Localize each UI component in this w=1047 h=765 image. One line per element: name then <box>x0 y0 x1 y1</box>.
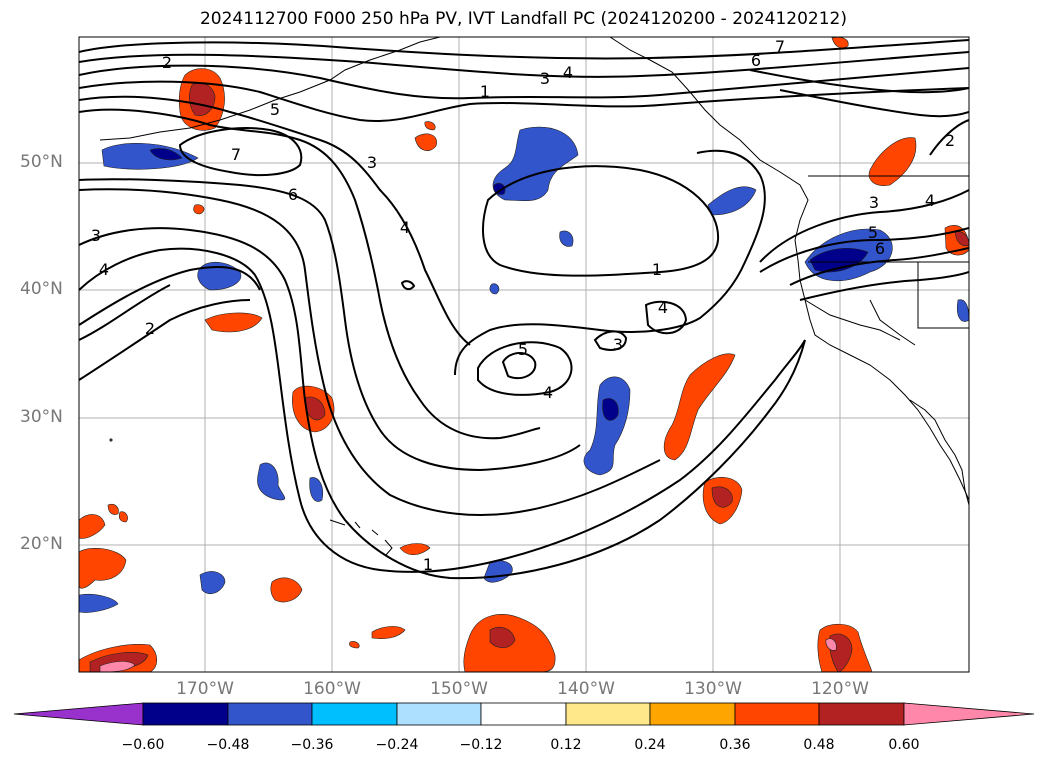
map-frame <box>78 36 970 673</box>
positive-region <box>414 133 437 151</box>
coastlines <box>99 37 969 556</box>
contour-label: 1 <box>423 555 433 574</box>
positive-region <box>825 638 837 651</box>
positive-region <box>954 231 969 247</box>
contour-label: 3 <box>540 69 550 88</box>
contour-label: 5 <box>868 223 878 242</box>
negative-region <box>602 398 619 421</box>
negative-region <box>493 182 506 195</box>
positive-region <box>371 626 406 640</box>
colorbar-segment <box>649 702 736 726</box>
positive-region <box>107 503 119 515</box>
positive-region <box>831 37 849 49</box>
positive-region <box>79 514 106 539</box>
positive-region <box>424 121 436 131</box>
positive-region <box>711 486 733 508</box>
contour-label: 1 <box>480 82 490 101</box>
colorbar-tick: −0.12 <box>459 737 503 753</box>
colorbar-extend-high <box>903 702 1035 726</box>
colorbar-segment <box>227 702 313 726</box>
negative-region <box>257 462 286 501</box>
contour-label: 2 <box>162 53 172 72</box>
negative-region <box>79 593 119 613</box>
contour-label: 2 <box>145 319 155 338</box>
lat-label-40n: 40°N <box>20 279 63 299</box>
colorbar-tick: 0.12 <box>550 737 582 753</box>
contour-label: 3 <box>613 335 623 354</box>
colorbar-segment <box>396 702 482 726</box>
negative-region <box>492 126 579 202</box>
colorbar-segment <box>818 702 905 726</box>
contour-label: 4 <box>543 383 553 402</box>
negative-region <box>559 230 574 247</box>
colorbar-tick: −0.24 <box>375 737 419 753</box>
colorbar-tick: 0.48 <box>803 737 835 753</box>
contour-label: 4 <box>400 218 410 237</box>
colorbar-segment <box>480 702 567 726</box>
positive-region <box>868 137 917 186</box>
map-title: 2024112700 F000 250 hPa PV, IVT Landfall… <box>199 9 847 29</box>
negative-region <box>707 186 757 216</box>
lon-label-130w: 130°W <box>684 679 742 699</box>
contour-label: 6 <box>875 239 885 258</box>
colorbar-tick: −0.36 <box>290 737 334 753</box>
contour-label: 3 <box>367 153 377 172</box>
colorbar-tick: 0.60 <box>888 737 920 753</box>
gridlines <box>79 37 969 672</box>
positive-region <box>663 353 736 461</box>
colorbar-segment <box>311 702 398 726</box>
lon-label-170w: 170°W <box>176 679 234 699</box>
positive-region <box>79 547 127 589</box>
negative-region <box>489 283 500 295</box>
positive-region <box>349 641 360 649</box>
colorbar-tick: 0.24 <box>634 737 666 753</box>
contour-label: 6 <box>288 185 298 204</box>
contour-label: 4 <box>563 63 573 82</box>
negative-region <box>149 148 183 161</box>
contour-label: 4 <box>925 191 935 210</box>
lon-label-150w: 150°W <box>430 679 488 699</box>
pv-contours <box>79 39 969 580</box>
colorbar <box>13 702 1035 726</box>
negative-region <box>199 571 226 594</box>
positive-region <box>304 396 326 421</box>
positive-region <box>270 577 303 603</box>
contour-label: 5 <box>270 100 280 119</box>
positive-region <box>489 627 516 649</box>
contour-labels: 2 3 4 7 6 5 1 3 4 6 7 3 4 2 1 5 4 3 4 1 … <box>91 37 955 574</box>
positive-region <box>399 543 431 556</box>
negative-region <box>197 261 242 291</box>
negative-region <box>957 299 969 322</box>
contour-label: 7 <box>231 145 241 164</box>
lon-label-140w: 140°W <box>557 679 615 699</box>
contour-label: 4 <box>658 298 668 317</box>
negative-region <box>583 376 631 476</box>
colorbar-tick: 0.36 <box>719 737 751 753</box>
positive-region <box>193 204 205 215</box>
negative-region <box>309 477 323 502</box>
contour-label: 3 <box>869 193 879 212</box>
lat-label-50n: 50°N <box>20 152 63 172</box>
colorbar-segment <box>142 702 229 726</box>
contour-label: 1 <box>652 260 662 279</box>
positive-region <box>118 511 128 523</box>
contour-label: 6 <box>751 51 761 70</box>
colorbar-segment <box>734 702 820 726</box>
negative-region <box>101 143 199 170</box>
lat-label-30n: 30°N <box>20 407 63 427</box>
positive-region <box>204 312 263 333</box>
colorbar-segment <box>565 702 651 726</box>
contour-label: 5 <box>518 340 528 359</box>
contour-label: 2 <box>945 131 955 150</box>
lat-label-20n: 20°N <box>20 534 63 554</box>
contour-label: 7 <box>775 37 785 56</box>
contour-label: 4 <box>99 260 109 279</box>
colorbar-extend-low <box>13 702 144 726</box>
contour-label: 3 <box>91 226 101 245</box>
lon-label-120w: 120°W <box>811 679 869 699</box>
colorbar-tick: −0.48 <box>206 737 250 753</box>
colorbar-tick: −0.60 <box>121 737 165 753</box>
lon-label-160w: 160°W <box>303 679 361 699</box>
